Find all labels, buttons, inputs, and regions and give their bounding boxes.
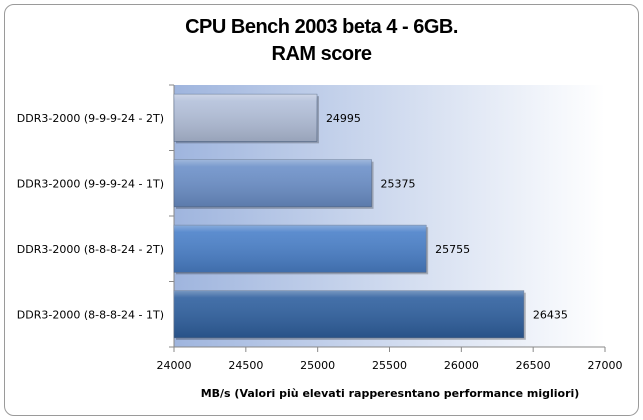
category-label: DDR3-2000 (8-8-8-24 - 1T) — [17, 308, 164, 321]
data-label: 25755 — [435, 243, 470, 256]
title-line-2: RAM score — [271, 43, 372, 65]
x-axis-label: MB/s (Valori più elevati rapperesntano p… — [201, 387, 580, 400]
x-tick-label: 24500 — [228, 359, 263, 372]
bar-highlight — [174, 225, 427, 273]
x-tick-label: 26000 — [444, 359, 479, 372]
chart-title: CPU Bench 2003 beta 4 - 6GB. RAM score — [0, 14, 643, 68]
title-line-1: CPU Bench 2003 beta 4 - 6GB. — [185, 16, 458, 38]
category-label: DDR3-2000 (8-8-8-24 - 2T) — [17, 243, 164, 256]
category-label: DDR3-2000 (9-9-9-24 - 2T) — [17, 112, 164, 125]
bar-highlight — [174, 290, 524, 338]
x-tick-label: 26500 — [516, 359, 551, 372]
data-label: 25375 — [381, 177, 416, 190]
bar-highlight — [174, 159, 372, 207]
bar-highlight — [174, 94, 317, 142]
category-label: DDR3-2000 (9-9-9-24 - 1T) — [17, 177, 164, 190]
x-tick-label: 25000 — [300, 359, 335, 372]
x-tick-label: 27000 — [588, 359, 623, 372]
data-label: 24995 — [326, 112, 361, 125]
data-label: 26435 — [533, 308, 568, 321]
x-tick-label: 25500 — [372, 359, 407, 372]
x-tick-label: 24000 — [157, 359, 192, 372]
